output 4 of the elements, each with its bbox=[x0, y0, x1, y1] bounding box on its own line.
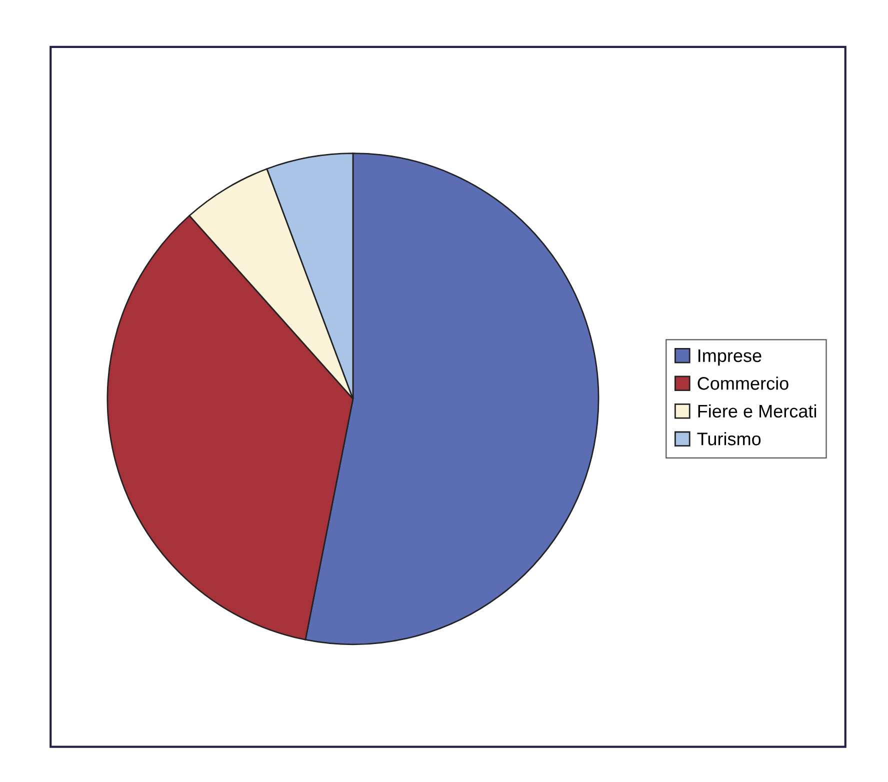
legend-label: Turismo bbox=[697, 432, 761, 446]
legend-label: Imprese bbox=[698, 349, 762, 366]
legend-label: Fiere e Mercati bbox=[698, 404, 816, 418]
legend-label: Commercio bbox=[698, 376, 788, 390]
